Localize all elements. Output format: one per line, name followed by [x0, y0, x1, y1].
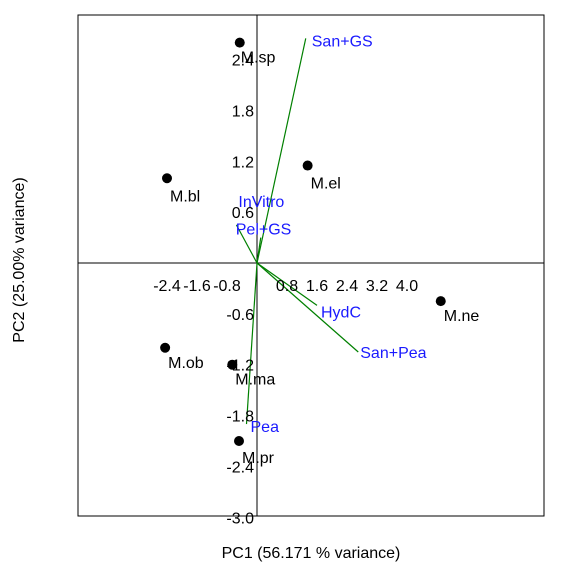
y-axis-title: PC2 (25.00% variance): [11, 177, 28, 342]
loading-vector: [256, 237, 262, 264]
loadings-layer: San+GS InVitro Pel+GS HydC San+Pea Pea: [236, 33, 427, 436]
x-tick-label: 1.6: [306, 278, 328, 295]
point-label: M.ne: [444, 308, 480, 325]
point-label: M.ma: [235, 372, 275, 389]
plot-frame: [77, 14, 545, 517]
data-point: [162, 173, 172, 184]
ticks-layer: -2.4 -1.6 -0.8 0.8 1.6 2.4 3.2 4.02.41.81.20.6-…: [153, 53, 418, 528]
y-tick-label: 1.2: [232, 154, 254, 171]
points-layer: M.sp M.el M.bl M.ne M.ob M.ma M.pr: [160, 37, 480, 467]
x-tick-label: -0.8: [213, 278, 241, 295]
loading-vector: [245, 262, 258, 425]
point-label: M.el: [311, 176, 341, 193]
x-tick-label: 0.8: [276, 278, 298, 295]
loading-label: Pel+GS: [236, 222, 292, 239]
loading-vector: [256, 38, 307, 264]
data-point: [435, 296, 446, 307]
loading-vector: [256, 262, 359, 353]
x-tick-label: -2.4: [153, 278, 181, 295]
y-tick-label: -0.6: [226, 307, 254, 324]
data-point: [227, 359, 238, 370]
y-tick-label: 0.6: [232, 205, 254, 222]
y-tick-label: -3.0: [226, 510, 254, 527]
x-tick-label: 2.4: [336, 278, 358, 295]
loading-label: Pea: [251, 419, 280, 436]
data-point: [302, 160, 313, 171]
y-tick-label: -1.8: [226, 409, 254, 426]
data-point: [160, 342, 171, 353]
y-tick-label: 2.4: [232, 53, 254, 70]
loading-vector: [235, 224, 258, 264]
data-point: [234, 435, 244, 446]
point-label: M.bl: [170, 188, 200, 205]
point-label: M.ob: [168, 355, 204, 372]
point-label: M.pr: [242, 450, 275, 467]
data-point: [234, 37, 245, 48]
x-axis-title: PC1 (56.171 % variance): [222, 545, 401, 562]
loading-label: San+GS: [312, 33, 373, 50]
loading-label: InVitro: [238, 194, 284, 211]
loading-label: San+Pea: [360, 345, 426, 362]
y-tick-label: 1.8: [232, 103, 254, 120]
point-label: M.sp: [241, 50, 276, 67]
loading-label: HydC: [321, 304, 361, 321]
x-tick-label: 3.2: [366, 278, 388, 295]
y-tick-label: -2.4: [226, 459, 254, 476]
loading-vector: [256, 262, 318, 306]
y-tick-label: -1.2: [226, 358, 254, 375]
x-tick-label: 4.0: [396, 278, 418, 295]
x-tick-label: -1.6: [183, 278, 211, 295]
